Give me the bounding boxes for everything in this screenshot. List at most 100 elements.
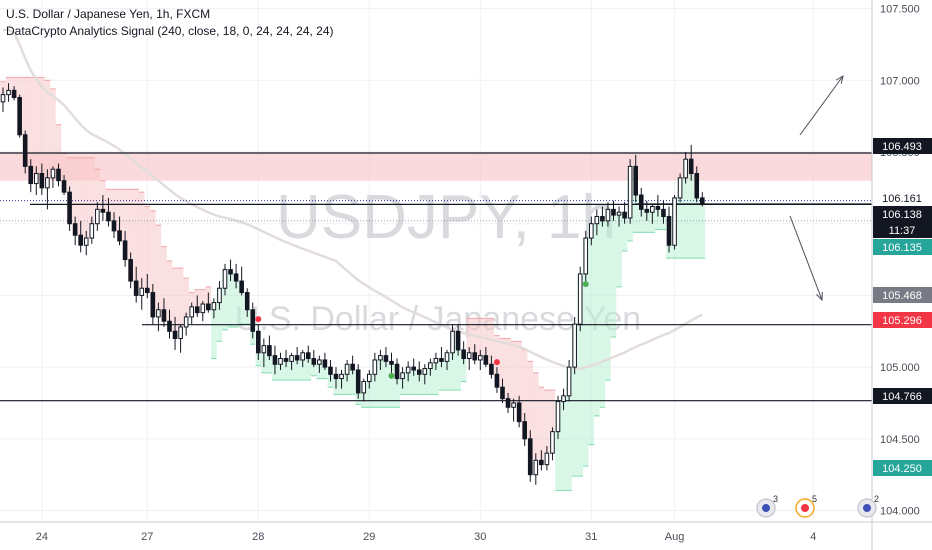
candle-down	[638, 194, 644, 210]
green-trail-fill	[605, 209, 611, 381]
candle-down	[239, 280, 244, 294]
price-label-tag: 106.493	[873, 138, 932, 154]
price-label-tag: 106.138	[873, 206, 932, 222]
green-trail-fill	[394, 378, 400, 408]
price-label-bg	[873, 460, 932, 476]
price-label-tag: 105.468	[873, 287, 932, 303]
buy-signal-dot	[582, 281, 589, 288]
green-trail-fill	[294, 359, 300, 381]
red-trail-fill	[188, 292, 195, 307]
candle-down	[100, 208, 106, 213]
red-trail-fill	[138, 192, 145, 289]
green-trail-fill	[238, 292, 245, 325]
economic-events[interactable]: 3 5 2	[756, 494, 879, 518]
candle-down	[305, 352, 311, 360]
chart-legend: U.S. Dollar / Japanese Yen, 1h, FXCM Dat…	[6, 6, 334, 40]
candle-up	[466, 352, 472, 360]
candle-up	[550, 431, 555, 454]
green-trail-fill	[377, 355, 384, 408]
green-trail-fill	[322, 367, 328, 379]
green-trail-fill	[244, 309, 250, 325]
red-trail-fill	[27, 77, 34, 184]
candle-up	[683, 158, 688, 179]
red-trail-fill	[200, 289, 206, 305]
candle-down	[633, 165, 639, 196]
red-trail-fill	[505, 338, 511, 408]
event-flag-dot	[863, 504, 871, 512]
candle-up	[566, 366, 572, 397]
candle-up	[400, 372, 405, 380]
red-trail-fill	[166, 261, 173, 332]
price-tick-label: 104.000	[880, 506, 920, 518]
red-trail-fill	[127, 189, 134, 282]
candle-down	[350, 363, 355, 371]
candle-up	[300, 352, 305, 361]
candle-down	[622, 211, 627, 219]
candle-down	[106, 211, 111, 222]
green-trail-fill	[410, 369, 417, 395]
candlestick-series	[0, 83, 705, 485]
red-trail-fill	[150, 210, 156, 317]
red-trail-fill	[510, 341, 517, 403]
candle-down	[416, 369, 422, 375]
green-trail-fill	[311, 364, 317, 376]
green-trail-fill	[560, 395, 567, 491]
red-trail-fill	[94, 169, 101, 210]
green-trail-fill	[433, 358, 439, 395]
candle-up	[217, 287, 222, 304]
candle-up	[511, 402, 516, 408]
green-trail-fill	[460, 358, 467, 382]
green-trail-fill	[372, 359, 378, 408]
candle-up	[344, 363, 350, 375]
candle-down	[489, 363, 494, 375]
green-trail-fill	[588, 223, 595, 445]
candle-up	[428, 362, 433, 370]
arrow-shaft	[799, 75, 844, 136]
price-label-text: 104.250	[882, 463, 922, 475]
time-tick-label: 29	[363, 531, 375, 543]
red-trail-fill	[133, 189, 139, 296]
candle-down	[688, 158, 694, 175]
candle-down	[267, 345, 272, 357]
candle-down	[294, 355, 300, 361]
event-count: 3	[773, 494, 778, 504]
candle-down	[72, 223, 78, 236]
candle-down	[22, 134, 28, 167]
candle-up	[422, 368, 428, 375]
candle-down	[272, 355, 278, 365]
green-trail-fill	[388, 364, 395, 408]
candle-down	[161, 309, 167, 322]
candle-down	[67, 191, 72, 225]
green-trail-fill	[438, 361, 445, 391]
projection-arrows[interactable]	[789, 74, 844, 302]
candle-down	[439, 358, 444, 362]
green-trail-fill	[582, 238, 589, 467]
candle-down	[505, 398, 511, 408]
candle-down	[133, 280, 139, 296]
candle-down	[233, 273, 239, 282]
green-trail-fill	[449, 331, 456, 391]
long-moving-average	[2, 28, 703, 370]
candle-up	[616, 211, 622, 216]
candle-up	[278, 358, 283, 365]
price-label-tag: 106.161	[873, 190, 932, 206]
candle-up	[50, 168, 56, 179]
candle-up	[533, 459, 539, 476]
sell-signal-dot	[493, 359, 500, 366]
price-label-text: 104.766	[882, 391, 922, 403]
red-trail-fill	[172, 268, 178, 339]
green-trail-fill	[427, 362, 434, 395]
candle-down	[527, 438, 533, 476]
red-trail-fill	[161, 246, 167, 322]
red-trail-fill	[77, 157, 84, 246]
time-axis[interactable]: 24 27 28 29 30 31 Aug 4	[0, 521, 932, 543]
candle-up	[211, 302, 217, 311]
red-trail-fill	[527, 361, 534, 475]
candle-up	[0, 94, 6, 103]
signal-markers	[255, 281, 589, 379]
candle-up	[89, 223, 95, 239]
green-trail-fill	[222, 269, 228, 330]
red-trail-fill	[83, 157, 90, 239]
